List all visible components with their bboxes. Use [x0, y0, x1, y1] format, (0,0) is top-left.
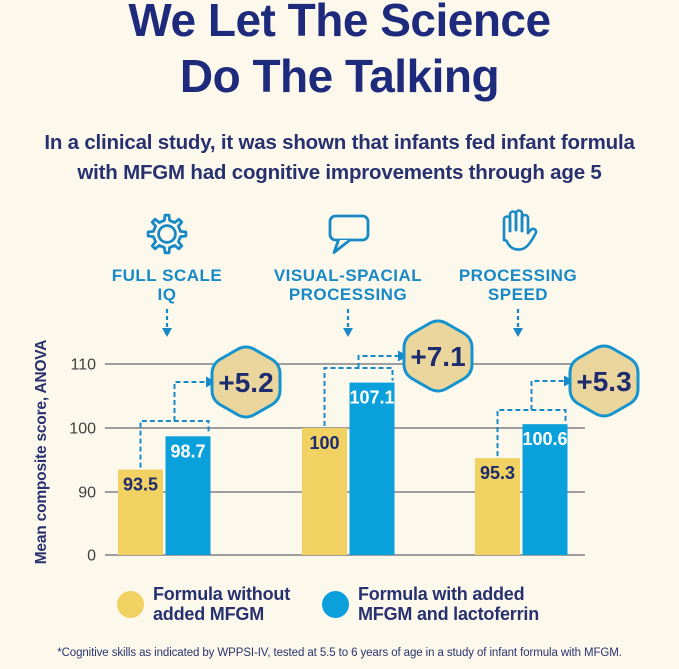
bar-without-mfgm [118, 469, 163, 555]
subtitle: In a clinical study, it was shown that i… [44, 131, 635, 184]
bar-chart: 110 100 90 0 Mean composite score, ANOVA 93.5… [33, 319, 640, 565]
skill-visual-spacial: VISUAL-SPACIAL PROCESSING [258, 205, 438, 338]
bar-with-mfgm [522, 424, 568, 555]
y-tick-label: 90 [78, 485, 96, 502]
bar-value-label: 93.5 [123, 475, 158, 495]
bar-value-label: 107.1 [349, 388, 394, 408]
skill-label: PROCESSING SPEED [458, 266, 578, 304]
legend-label: Formula without added MFGM [153, 584, 290, 624]
legend-swatch-blue [322, 590, 349, 618]
skill-full-scale-iq: FULL SCALE IQ [77, 205, 257, 338]
difference-value: +5.3 [576, 366, 631, 397]
speech-bubble-icon [320, 205, 376, 261]
chart-legend: Formula without added MFGM Formula with … [0, 578, 679, 628]
legend-swatch-yellow [117, 590, 144, 618]
y-axis-title: Mean composite score, ANOVA [33, 340, 50, 565]
difference-connector [357, 355, 398, 368]
legend-item-without-mfgm: Formula without added MFGM [117, 584, 290, 624]
difference-value: +5.2 [218, 367, 273, 398]
difference-badge [568, 344, 640, 418]
legend-item-with-mfgm: Formula with added MFGM and lactoferrin [322, 584, 539, 624]
page-title: We Let The Science Do The Talking [128, 0, 551, 102]
hand-icon [491, 205, 545, 261]
down-arrow-icon [513, 309, 523, 337]
difference-connector [173, 381, 206, 421]
footnote: *Cognitive skills as indicated by WPPSI-… [57, 647, 622, 659]
y-tick-label: 110 [70, 357, 96, 374]
bar-value-label: 98.7 [170, 441, 205, 461]
gear-icon [140, 205, 194, 261]
bar-with-mfgm [165, 436, 211, 555]
difference-value: +7.1 [410, 341, 465, 372]
y-tick-label: 100 [69, 421, 96, 438]
skill-label: FULL SCALE IQ [111, 266, 223, 304]
down-arrow-icon [343, 309, 353, 337]
bar-without-mfgm [475, 458, 520, 555]
down-arrow-icon [162, 309, 172, 337]
legend-label: Formula with added MFGM and lactoferrin [358, 584, 540, 624]
bar-value-label: 95.3 [480, 463, 515, 483]
bar-with-mfgm [349, 382, 395, 555]
y-tick-label: 0 [87, 548, 96, 565]
bar-without-mfgm [302, 428, 347, 555]
difference-connector [530, 380, 564, 410]
skill-label: VISUAL-SPACIAL PROCESSING [273, 266, 423, 304]
difference-badge [210, 345, 282, 419]
bar-value-label: 100.6 [522, 429, 567, 449]
skill-processing-speed: PROCESSING SPEED [428, 205, 608, 338]
bar-value-label: 100 [309, 433, 339, 453]
difference-badge [402, 319, 474, 393]
